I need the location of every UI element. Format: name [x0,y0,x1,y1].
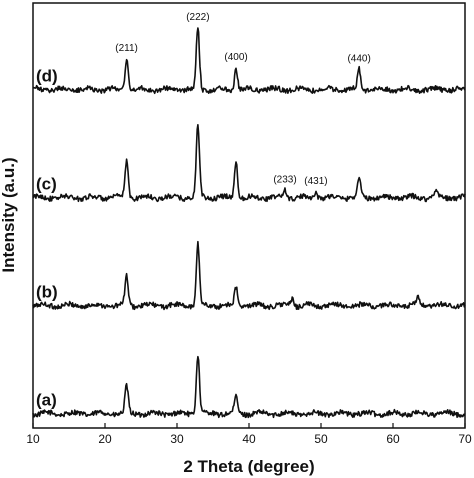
series-trace [32,124,466,203]
series-label: (c) [36,174,57,193]
x-axis-ticks: 10 20 30 40 50 60 70 [26,423,472,446]
series-label: (b) [36,283,58,302]
series-trace [32,240,466,311]
x-tick-label: 70 [458,432,472,446]
diffraction-traces [32,27,466,419]
x-tick-label: 10 [26,432,40,446]
x-tick-label: 30 [170,432,184,446]
series-trace [32,27,466,95]
series-labels: (a) (b) (c) (d) [36,66,58,409]
peak-label: (431) [304,176,327,187]
y-axis-title: Intensity (a.u.) [0,157,18,272]
x-axis-title: 2 Theta (degree) [183,457,314,476]
series-label: (a) [36,391,57,410]
peak-label: (222) [186,12,209,23]
peak-labels: (211) (222) (400) (440) (233) (431) [115,12,371,187]
x-tick-label: 60 [386,432,400,446]
peak-label: (440) [347,54,370,65]
peak-label: (400) [224,52,247,63]
peak-label: (211) [115,43,138,54]
x-tick-label: 20 [98,432,112,446]
plot-frame [32,2,466,429]
peak-label: (233) [273,174,296,185]
x-tick-label: 40 [242,432,256,446]
x-tick-label: 50 [314,432,328,446]
series-label: (d) [36,66,58,85]
series-trace [32,355,466,419]
